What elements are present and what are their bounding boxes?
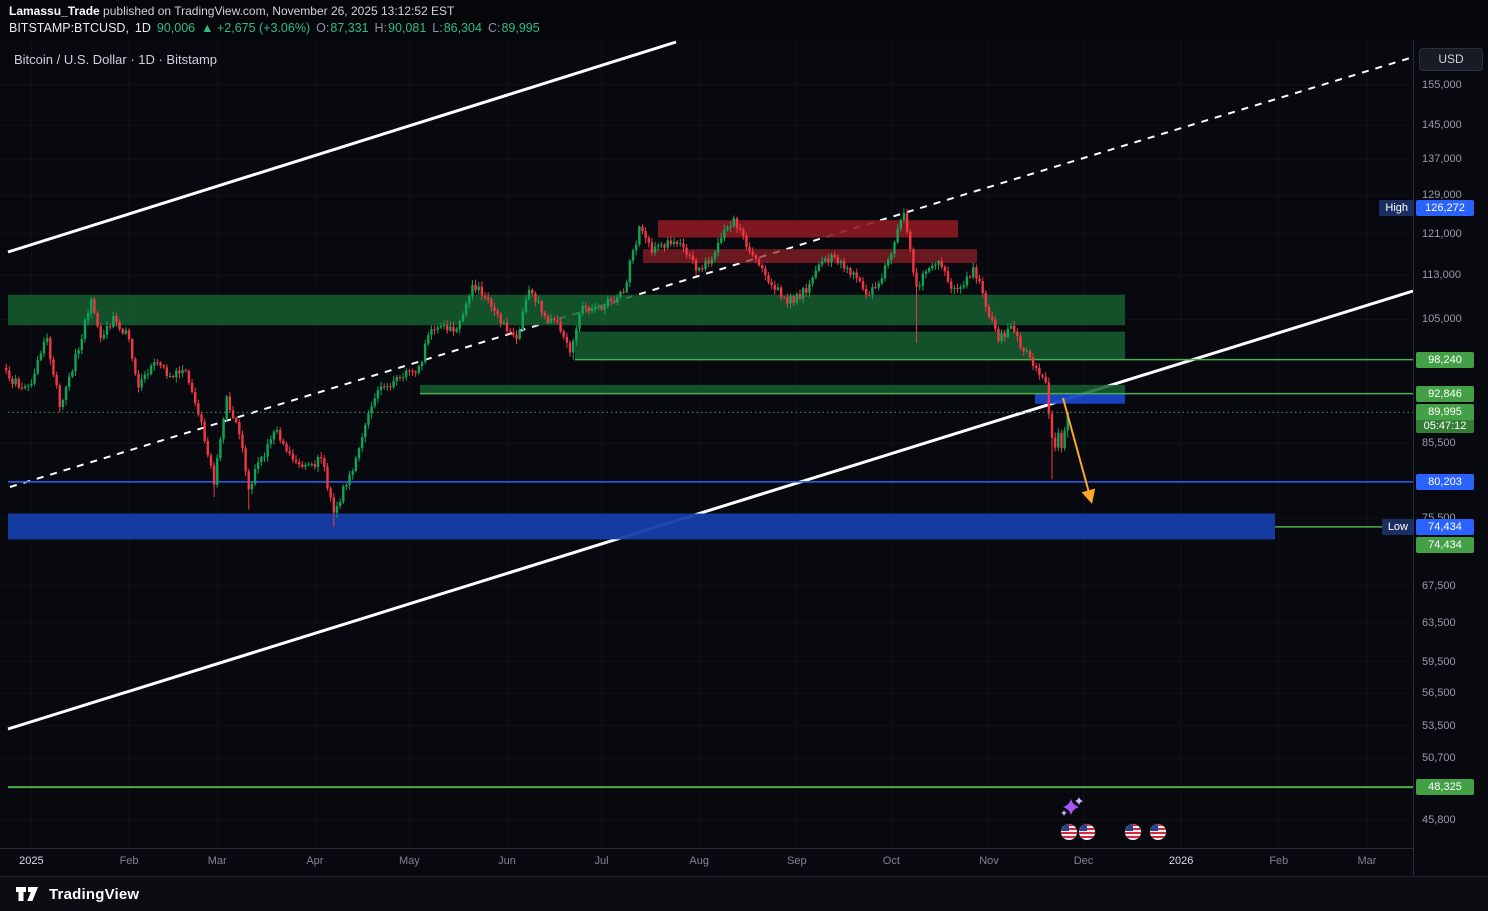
projection-arrow[interactable]: [1062, 397, 1096, 504]
channel-upper-line[interactable]: [7, 40, 677, 254]
grid: [0, 40, 1413, 848]
tradingview-logo[interactable]: [14, 884, 41, 904]
time-tick-label: Dec: [1073, 855, 1094, 867]
time-tick-label: Apr: [306, 855, 324, 867]
price-tick-label: 113,000: [1422, 269, 1461, 282]
price-tick-label: 145,000: [1422, 118, 1462, 131]
time-tick-label: 2026: [1168, 855, 1194, 867]
interval-label: 1D: [134, 21, 151, 35]
currency-button[interactable]: USD: [1419, 48, 1483, 71]
symbol-watermark: Bitcoin / U.S. Dollar · 1D · Bitstamp: [14, 52, 217, 67]
sparkles-sticker[interactable]: [1061, 797, 1083, 816]
time-axis[interactable]: 2025 Feb Mar Apr May Jun Jul Aug Sep Oct Nov Dec 202…: [0, 848, 1413, 876]
demand-zone-blue[interactable]: [8, 513, 1275, 540]
last-price-value: 90,006: [156, 21, 196, 35]
ohlc-close: C: 89,995: [487, 21, 540, 35]
time-tick-label: Jun: [498, 855, 516, 867]
resistance-zone-upper[interactable]: [658, 220, 958, 238]
price-tick-label: 105,000: [1422, 313, 1462, 326]
us-flag-sticker[interactable]: [1149, 823, 1167, 841]
ohlc-open: O: 87,331: [316, 21, 369, 35]
price-tick-label: 67,500: [1422, 579, 1456, 592]
us-flag-sticker[interactable]: [1124, 823, 1142, 841]
footer-bar: TradingView: [0, 876, 1488, 911]
price-tick-label: 59,500: [1422, 655, 1456, 668]
time-tick-label: Feb: [1269, 855, 1289, 867]
time-tick-label: 2025: [19, 855, 44, 867]
time-tick-label: Mar: [207, 855, 227, 867]
dashed-trendline[interactable]: [9, 57, 1411, 488]
time-tick-label: Nov: [979, 855, 999, 867]
price-tick-label: 75,500: [1422, 512, 1456, 525]
support-zone-3[interactable]: [420, 384, 1125, 394]
price-tick-label: 137,000: [1422, 153, 1462, 166]
time-tick-label: Mar: [1357, 855, 1377, 867]
demand-box-blue[interactable]: [1035, 393, 1125, 404]
price-axis[interactable]: USD 155,000 145,000 137,000 129,000 121,000 1…: [1413, 0, 1488, 876]
time-tick-label: Oct: [882, 855, 900, 867]
price-change-value: ▲ +2,675 (+3.06%): [201, 21, 311, 35]
time-tick-label: Aug: [689, 855, 709, 867]
ohlc-high: H: 90,081: [374, 21, 427, 35]
support-zone-2[interactable]: [575, 331, 1125, 360]
author-name: Lamassu_Trade: [9, 4, 100, 18]
price-tick-label: 56,500: [1422, 686, 1456, 699]
symbol-info-bar: BITSTAMP:BTCUSD, 1D 90,006 ▲ +2,675 (+3.…: [9, 21, 1479, 35]
time-tick-label: Feb: [119, 855, 139, 867]
time-tick-label: Jul: [594, 855, 609, 867]
publish-header: Lamassu_Trade published on TradingView.c…: [0, 0, 1488, 40]
us-flag-sticker[interactable]: [1060, 823, 1078, 841]
candlestick-series[interactable]: [5, 208, 1069, 527]
price-tick-label: 45,800: [1422, 813, 1456, 826]
support-zone-1[interactable]: [8, 294, 1125, 326]
price-tick-label: 53,500: [1422, 719, 1456, 732]
price-tick-label: 85,500: [1422, 437, 1456, 450]
price-tick-label: 121,000: [1422, 228, 1462, 240]
symbol-name: BITSTAMP:BTCUSD,: [9, 21, 129, 35]
price-tick-label: 155,000: [1422, 78, 1462, 91]
price-tick-label: 129,000: [1422, 189, 1462, 202]
price-tick-label: 63,500: [1422, 616, 1456, 629]
channel-lower-line[interactable]: [7, 289, 1414, 731]
publish-info: published on TradingView.com, November 2…: [99, 4, 455, 18]
time-tick-label: May: [399, 855, 420, 867]
publish-line: Lamassu_Trade published on TradingView.c…: [9, 4, 1479, 18]
tradingview-wordmark[interactable]: TradingView: [49, 885, 140, 903]
price-tick-label: 50,700: [1422, 752, 1456, 765]
us-flag-sticker[interactable]: [1078, 823, 1096, 841]
ohlc-low: L: 86,304: [432, 21, 482, 35]
time-tick-label: Sep: [787, 855, 807, 867]
